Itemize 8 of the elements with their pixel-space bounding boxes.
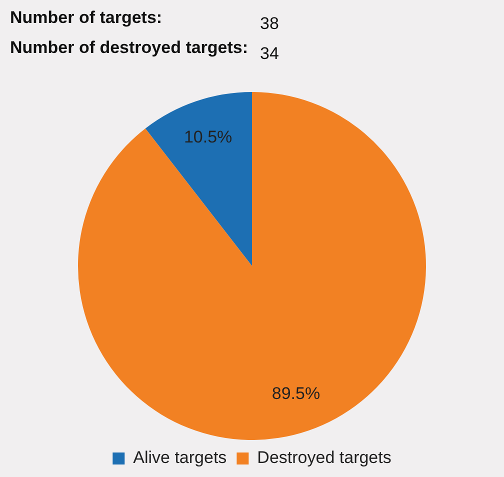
text: Number of destroyed targets: [10, 38, 250, 59]
data-label: 89.5% [272, 384, 320, 404]
text: 38 [260, 13, 280, 34]
legend-label: Alive targets [133, 448, 227, 468]
text: Number of targets: [10, 8, 164, 29]
legend-label: Destroyed targets [257, 448, 392, 468]
data-label: 10.5% [184, 127, 232, 146]
text: 34 [260, 43, 280, 64]
